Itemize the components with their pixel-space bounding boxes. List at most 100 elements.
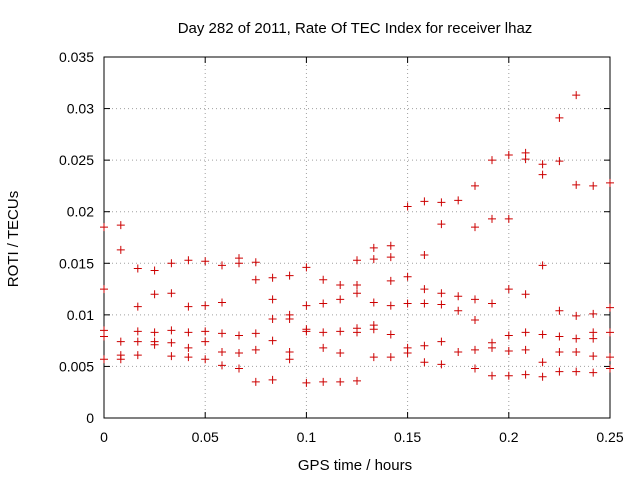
data-point — [336, 280, 345, 289]
data-point — [589, 181, 598, 190]
data-point — [470, 316, 479, 325]
data-point — [504, 285, 513, 294]
data-point — [521, 155, 530, 164]
data-point — [285, 355, 294, 364]
data-point — [420, 285, 429, 294]
data-point — [437, 198, 446, 207]
data-point — [167, 352, 176, 361]
data-point — [167, 326, 176, 335]
data-point — [353, 328, 361, 337]
y-tick-label: 0.03 — [67, 101, 94, 117]
y-axis-label: ROTI / TECUs — [5, 191, 22, 287]
data-point — [504, 150, 513, 159]
data-point — [437, 360, 446, 369]
data-point — [386, 330, 395, 339]
y-tick-label: 0.005 — [59, 358, 94, 374]
data-point — [470, 223, 479, 232]
data-point — [251, 345, 260, 354]
data-point — [336, 295, 345, 304]
data-point — [454, 347, 463, 356]
data-point — [184, 353, 193, 362]
data-point — [454, 306, 463, 315]
data-point — [336, 327, 345, 336]
data-point — [538, 330, 547, 339]
data-point — [184, 302, 193, 311]
data-point — [470, 295, 479, 304]
data-point — [150, 328, 159, 337]
data-point — [386, 241, 395, 250]
data-point — [606, 364, 614, 373]
data-point — [606, 353, 614, 362]
x-tick-label: 0.05 — [192, 429, 219, 445]
data-point — [403, 272, 412, 281]
data-point — [488, 371, 497, 380]
y-tick-label: 0.035 — [59, 49, 94, 65]
data-point — [589, 352, 598, 361]
data-point — [369, 255, 378, 264]
data-point — [201, 301, 210, 310]
data-point — [420, 358, 429, 367]
data-point — [353, 289, 361, 298]
data-point — [386, 253, 395, 262]
data-point — [606, 303, 614, 312]
data-point — [437, 289, 446, 298]
data-point — [268, 375, 277, 384]
data-point — [150, 266, 159, 275]
data-point — [403, 299, 412, 308]
data-point — [167, 338, 176, 347]
data-point — [555, 113, 564, 122]
data-point — [454, 196, 463, 205]
axes — [103, 56, 611, 419]
x-tick-label: 0.1 — [297, 429, 317, 445]
data-point — [572, 347, 581, 356]
data-point — [251, 329, 260, 338]
data-point — [504, 371, 513, 380]
data-point — [100, 223, 108, 232]
data-point — [319, 328, 328, 337]
data-point — [100, 285, 108, 294]
data-point — [403, 349, 412, 358]
data-point — [268, 336, 277, 345]
y-tick-label: 0.015 — [59, 255, 94, 271]
data-point — [116, 355, 125, 364]
data-point — [251, 377, 260, 386]
data-point — [521, 328, 530, 337]
data-point — [336, 349, 345, 358]
data-point — [420, 299, 429, 308]
data-point — [386, 301, 395, 310]
data-point — [488, 214, 497, 223]
data-point — [386, 276, 395, 285]
data-point — [133, 327, 142, 336]
data-point — [319, 343, 328, 352]
data-point — [251, 275, 260, 284]
data-point — [116, 337, 125, 346]
data-point — [488, 299, 497, 308]
data-point — [133, 264, 142, 273]
data-point — [285, 314, 294, 323]
data-point — [572, 91, 581, 100]
data-point — [285, 271, 294, 280]
data-point — [319, 275, 328, 284]
data-point — [184, 256, 193, 265]
data-point — [555, 347, 564, 356]
data-point — [184, 343, 193, 352]
y-tick-label: 0.01 — [67, 307, 94, 323]
data-point — [555, 157, 564, 166]
data-point — [100, 332, 108, 341]
data-point — [116, 245, 125, 254]
ticks: 0 0.05 0.1 0.15 0.2 0.25 0 0.005 0.01 0.015 0.02 0.… — [59, 49, 624, 445]
data-point — [133, 302, 142, 311]
data-point — [521, 345, 530, 354]
data-point — [470, 181, 479, 190]
data-point — [589, 309, 598, 318]
data-point — [369, 325, 378, 334]
x-tick-label: 0.15 — [394, 429, 421, 445]
data-point — [285, 347, 294, 356]
data-point — [235, 331, 244, 340]
data-point — [116, 221, 125, 230]
data-point — [555, 332, 564, 341]
data-point — [235, 259, 244, 268]
data-point — [167, 259, 176, 268]
data-point — [217, 361, 226, 370]
data-point — [589, 334, 598, 343]
